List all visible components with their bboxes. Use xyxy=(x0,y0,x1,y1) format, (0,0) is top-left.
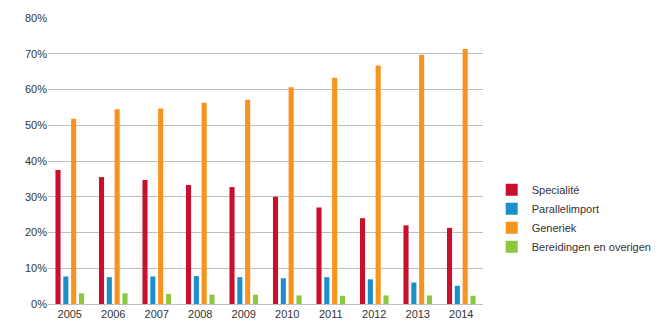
svg-text:Bereidingen en overigen: Bereidingen en overigen xyxy=(532,241,651,253)
svg-text:60%: 60% xyxy=(25,83,47,95)
svg-text:2006: 2006 xyxy=(101,308,125,320)
svg-text:2012: 2012 xyxy=(362,308,386,320)
svg-text:0%: 0% xyxy=(31,298,47,310)
svg-text:Generiek: Generiek xyxy=(532,222,577,234)
svg-text:Parallelimport: Parallelimport xyxy=(532,203,599,215)
svg-text:10%: 10% xyxy=(25,262,47,274)
svg-text:2013: 2013 xyxy=(406,308,430,320)
svg-text:30%: 30% xyxy=(25,191,47,203)
svg-text:80%: 80% xyxy=(25,12,47,24)
svg-text:2011: 2011 xyxy=(319,308,343,320)
svg-text:Specialité: Specialité xyxy=(532,184,580,196)
svg-text:2005: 2005 xyxy=(58,308,82,320)
svg-text:2014: 2014 xyxy=(449,308,473,320)
svg-text:2008: 2008 xyxy=(188,308,212,320)
svg-text:20%: 20% xyxy=(25,226,47,238)
svg-text:50%: 50% xyxy=(25,119,47,131)
svg-text:2010: 2010 xyxy=(275,308,299,320)
svg-text:2007: 2007 xyxy=(145,308,169,320)
svg-text:70%: 70% xyxy=(25,48,47,60)
svg-text:40%: 40% xyxy=(25,155,47,167)
svg-text:2009: 2009 xyxy=(232,308,256,320)
